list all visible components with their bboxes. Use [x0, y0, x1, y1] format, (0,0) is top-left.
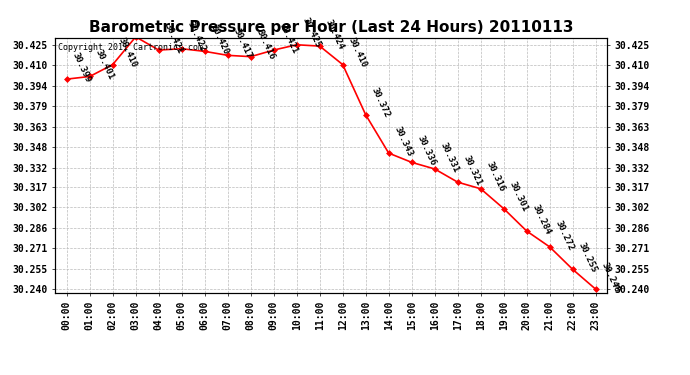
Text: 30.417: 30.417 [232, 27, 254, 60]
Text: 30.284: 30.284 [531, 203, 553, 236]
Text: 30.431: 30.431 [0, 374, 1, 375]
Title: Barometric Pressure per Hour (Last 24 Hours) 20110113: Barometric Pressure per Hour (Last 24 Ho… [89, 20, 573, 35]
Text: 30.401: 30.401 [94, 48, 116, 81]
Text: 30.422: 30.422 [186, 21, 208, 54]
Text: 30.272: 30.272 [554, 219, 575, 252]
Text: 30.336: 30.336 [416, 134, 437, 167]
Text: 30.421: 30.421 [278, 22, 299, 55]
Text: 30.425: 30.425 [301, 16, 323, 50]
Text: 30.240: 30.240 [600, 261, 622, 294]
Text: 30.410: 30.410 [347, 36, 368, 69]
Text: Copyright 2011 Cartronics.com: Copyright 2011 Cartronics.com [58, 43, 203, 52]
Text: 30.301: 30.301 [508, 180, 530, 213]
Text: 30.372: 30.372 [370, 87, 392, 120]
Text: 30.316: 30.316 [485, 160, 506, 194]
Text: 30.343: 30.343 [393, 125, 415, 158]
Text: 30.255: 30.255 [577, 241, 599, 274]
Text: 30.399: 30.399 [71, 51, 92, 84]
Text: 30.421: 30.421 [163, 22, 185, 55]
Text: 30.424: 30.424 [324, 18, 346, 51]
Text: 30.410: 30.410 [117, 36, 139, 69]
Text: 30.416: 30.416 [255, 28, 277, 62]
Text: 30.321: 30.321 [462, 154, 484, 187]
Text: 30.420: 30.420 [209, 23, 230, 56]
Text: 30.331: 30.331 [439, 141, 461, 174]
